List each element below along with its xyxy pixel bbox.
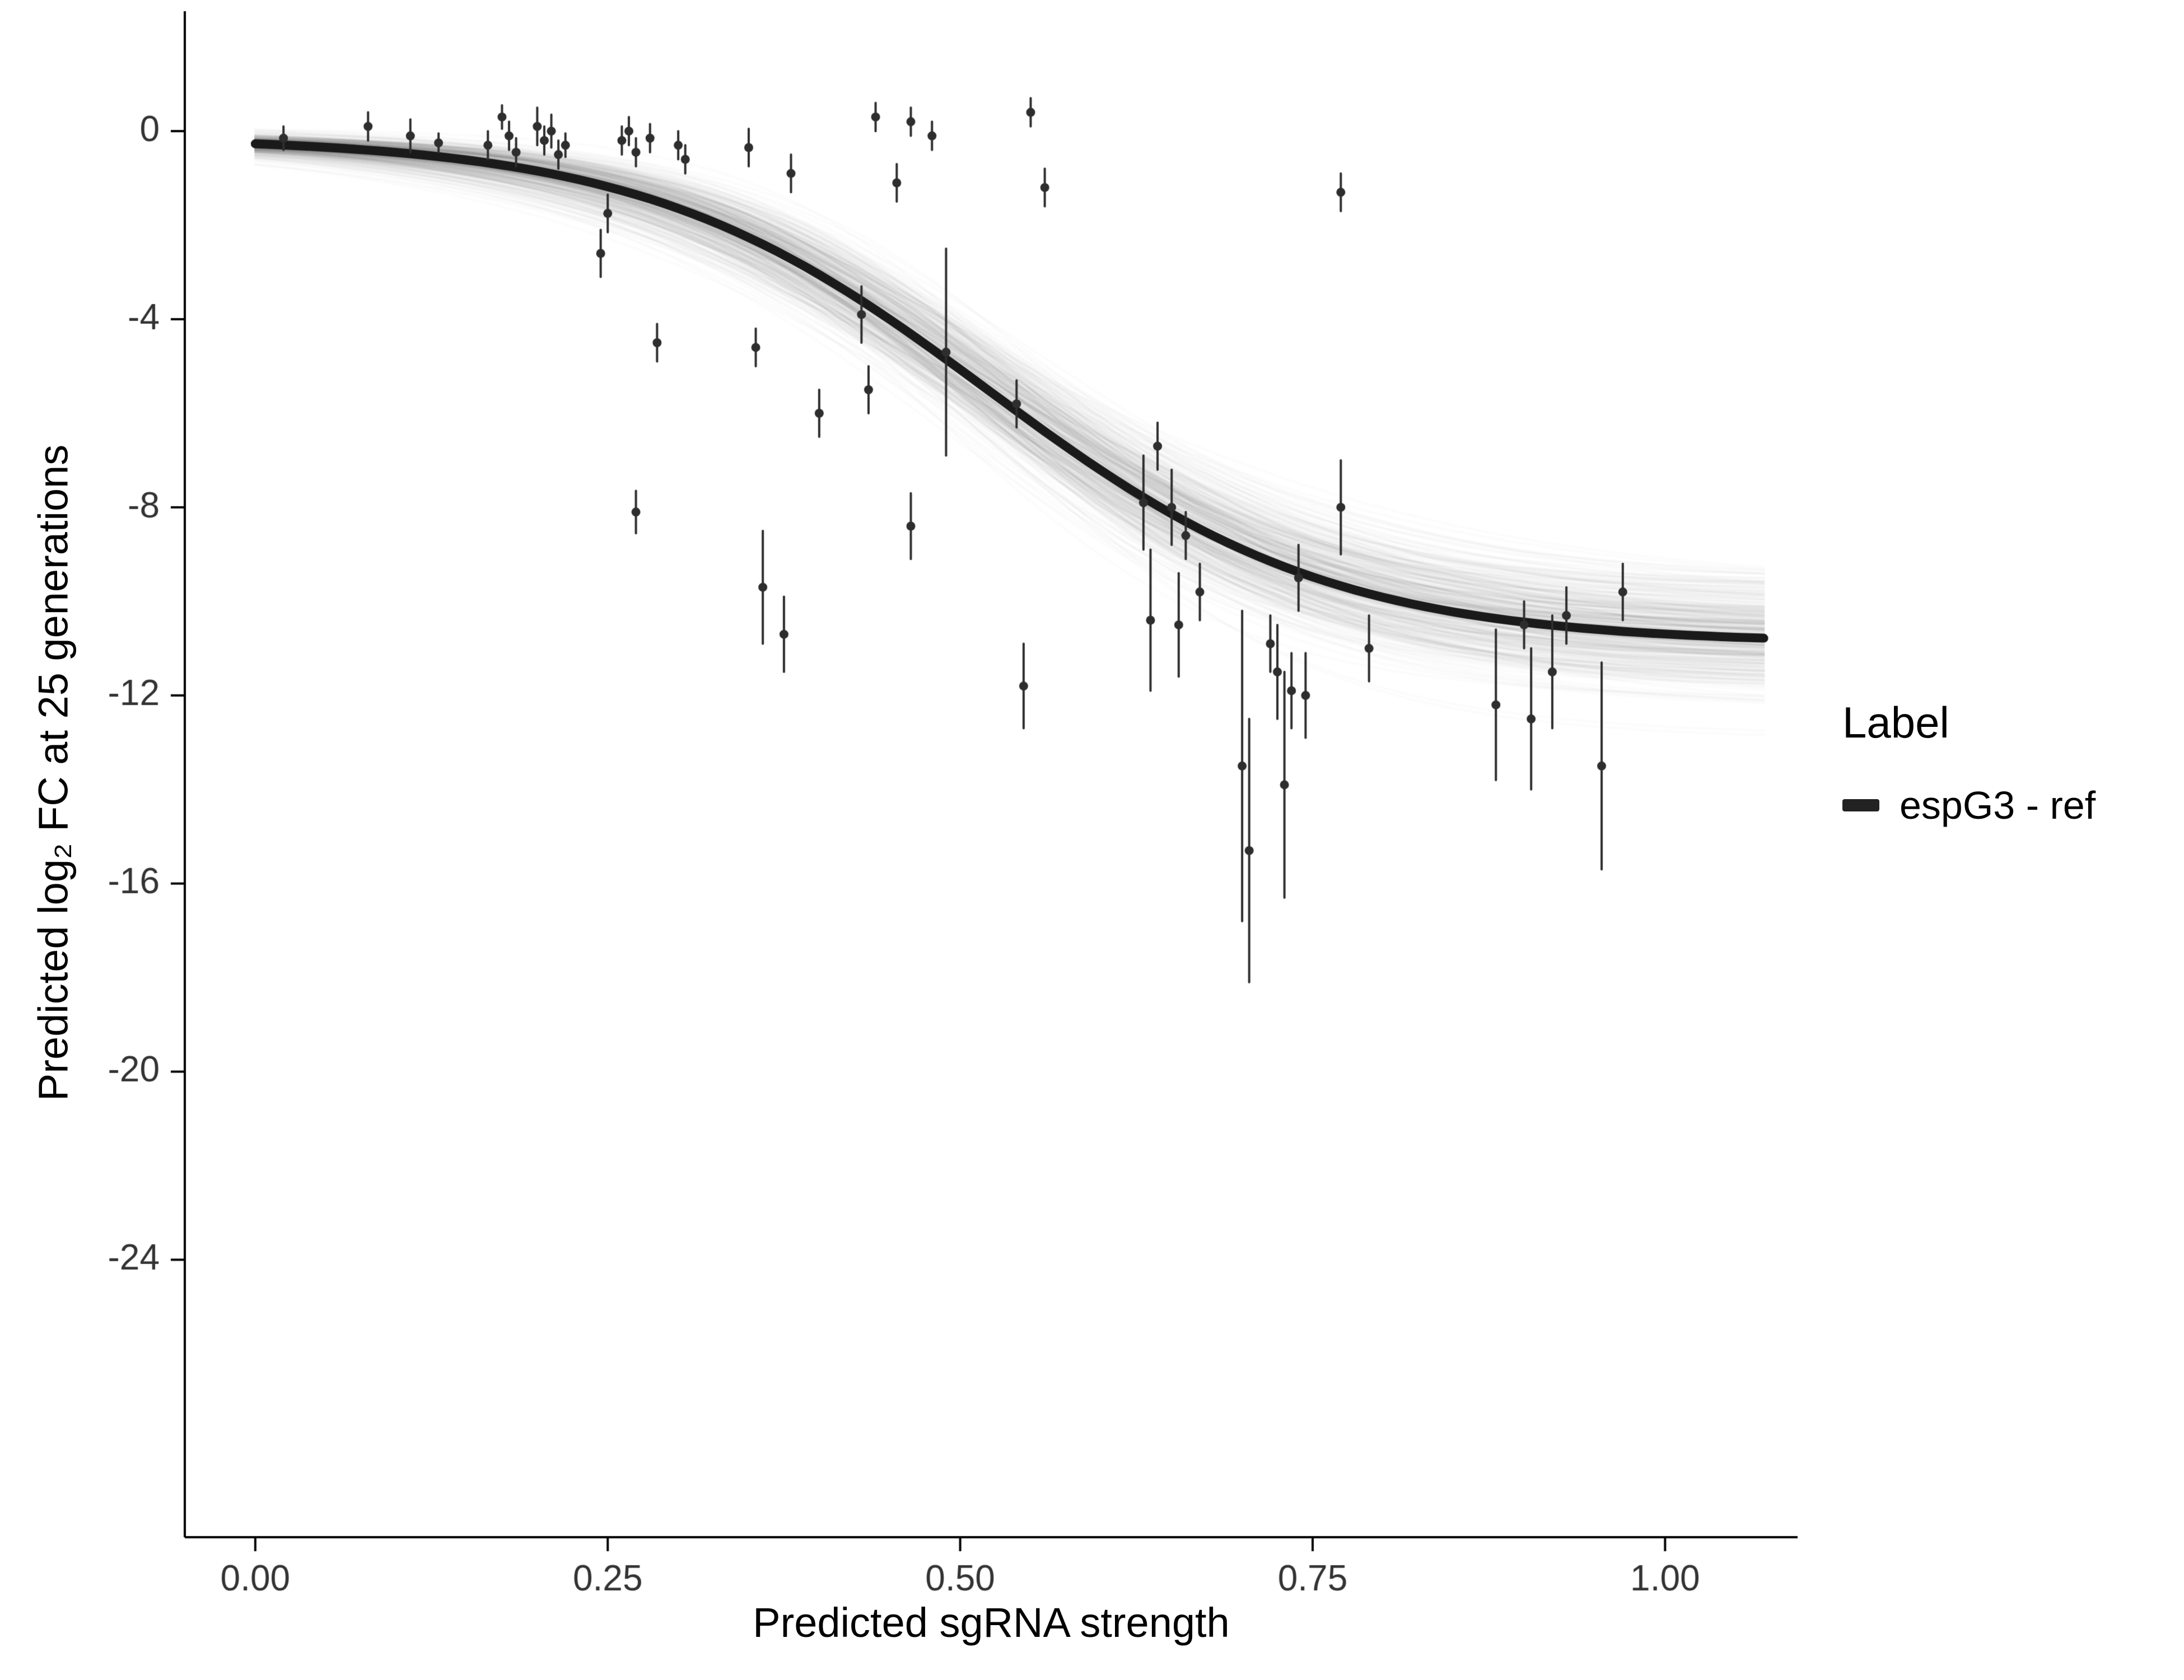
legend-entry: espG3 - ref (1842, 783, 2096, 828)
x-axis-title: Predicted sgRNA strength (753, 1599, 1230, 1646)
legend-title: Label (1842, 698, 1949, 747)
legend: Label espG3 - ref (1842, 697, 2096, 828)
legend-entry-label: espG3 - ref (1900, 783, 2096, 827)
y-axis-title: Predicted log₂ FC at 25 generations (30, 444, 77, 1102)
line-swatch-icon (1842, 799, 1879, 811)
